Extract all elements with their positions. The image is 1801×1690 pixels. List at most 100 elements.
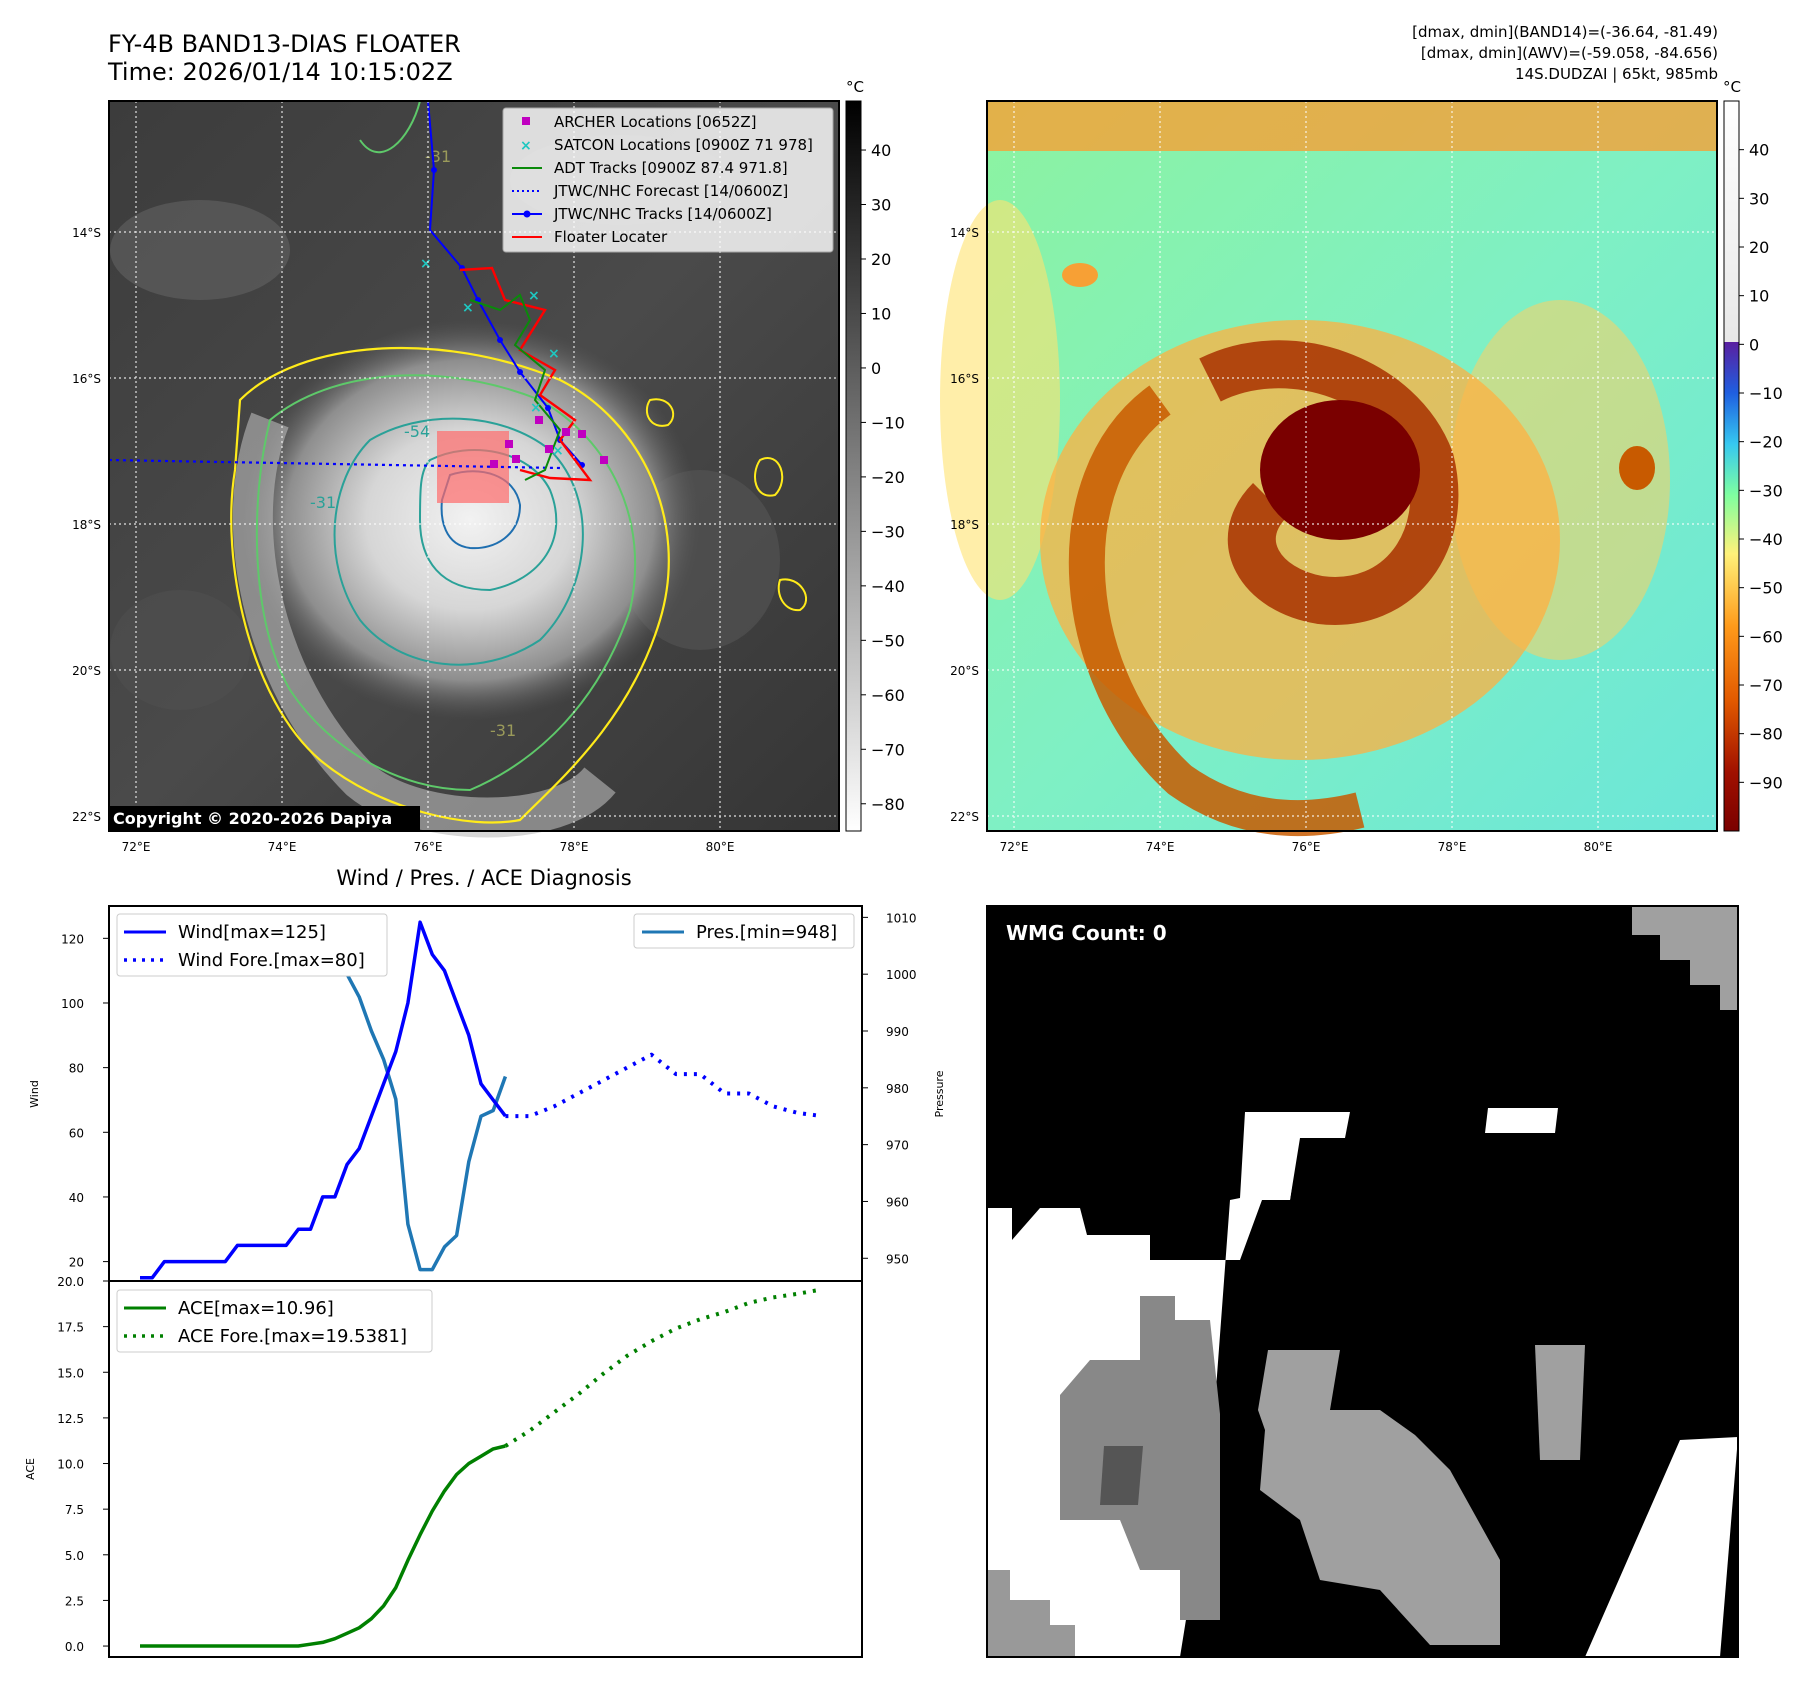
wind-axis: 20 40 60 80 100 120 <box>61 932 109 1270</box>
awv-gridlines <box>987 101 1717 831</box>
awv-lon-label: 76°E <box>1292 840 1321 854</box>
info-band14: [dmax, dmin](BAND14)=(-36.64, -81.49) <box>1412 23 1718 41</box>
ace-axis: 0.0 2.5 5.0 7.5 10.0 12.5 15.0 17.5 20.0 <box>57 1275 109 1654</box>
pressure-tick-label: 960 <box>886 1195 909 1209</box>
wmg-region-white-right <box>1585 1437 1738 1657</box>
floater-path <box>459 266 593 482</box>
colorbar-awv-unit: °C <box>1723 78 1741 96</box>
awv-lat-label: 22°S <box>950 810 979 824</box>
copyright: Copyright © 2020-2026 Dapiya <box>113 809 392 828</box>
awv-cell-a <box>1062 263 1098 287</box>
awv-small-cell <box>1619 446 1655 490</box>
map-axis-labels: 14°S 16°S 18°S 20°S 22°S 72°E 74°E 76°E … <box>72 226 1612 854</box>
awv-core <box>1260 400 1420 540</box>
wmg-region-gray-bottom <box>987 1570 1075 1657</box>
legend-archer: ARCHER Locations [0652Z] <box>554 113 757 131</box>
ace-series <box>140 1287 823 1648</box>
ace-tick-label: 5.0 <box>65 1549 84 1563</box>
wind-tick-label: 60 <box>69 1126 84 1140</box>
colorbar-awv-tick-label: −50 <box>1749 579 1783 598</box>
awv-lat-label: 14°S <box>950 226 979 240</box>
wind-line <box>140 920 507 1280</box>
colorbar-ir-tick-label: −70 <box>871 740 905 759</box>
colorbar-ir-scale <box>845 100 862 832</box>
pressure-legend: Pres.[min=948] <box>633 913 855 949</box>
diagnosis-title: Wind / Pres. / ACE Diagnosis <box>336 866 631 890</box>
ir-storm-cloud <box>240 320 700 720</box>
ace-tick-label: 10.0 <box>57 1458 84 1472</box>
colorbar-ir-unit: °C <box>846 78 864 96</box>
svg-text:×: × <box>420 256 432 272</box>
ace-line <box>140 1444 506 1648</box>
info-awv: [dmax, dmin](AWV)=(-59.058, -84.656) <box>1421 44 1718 62</box>
awv-lon-label: 72°E <box>1000 840 1029 854</box>
colorbar-awv-tick-label: −10 <box>1749 384 1783 403</box>
forecast-track <box>108 458 561 470</box>
ace-tick-label: 12.5 <box>57 1412 84 1426</box>
awv-lon-label: 78°E <box>1438 840 1467 854</box>
contour-label-54: -54 <box>404 422 430 441</box>
copyright-box <box>109 806 420 830</box>
satcon-markers: × × × × × × <box>420 256 564 459</box>
ace-tick-label: 0.0 <box>65 1640 84 1654</box>
contour-label-31-bottom: -31 <box>490 721 516 740</box>
colorbar-ir-tick-label: 20 <box>871 250 891 269</box>
ir-lon-label: 78°E <box>560 840 589 854</box>
pressure-tick-label: 970 <box>886 1139 909 1153</box>
legend-ace-fore: ACE Fore.[max=19.5381] <box>178 1326 407 1347</box>
colorbar-awv-tick-label: −90 <box>1749 773 1783 792</box>
ir-lat-label: 20°S <box>72 664 101 678</box>
ir-lat-label: 16°S <box>72 372 101 386</box>
awv-lat-label: 16°S <box>950 372 979 386</box>
colorbar-ir-tick-label: −10 <box>871 413 905 432</box>
legend-ace: ACE[max=10.96] <box>178 1298 334 1319</box>
svg-text:×: × <box>462 300 474 316</box>
colorbar-awv-tick-label: −60 <box>1749 627 1783 646</box>
colorbar-ir: °C 40 30 20 10 0 −10 −20 −30 −40 −50 −60 −70 −80 <box>845 78 905 832</box>
ir-lat-label: 22°S <box>72 810 101 824</box>
track-legend: ARCHER Locations [0652Z] × SATCON Locati… <box>502 107 834 253</box>
colorbar-awv-tick-label: 0 <box>1749 335 1759 354</box>
wmg-region-white-top <box>1245 1112 1350 1200</box>
legend-wind: Wind[max=125] <box>178 922 326 943</box>
colorbar-awv-tick-label: −40 <box>1749 530 1783 549</box>
awv-left-band <box>940 200 1060 600</box>
legend-pressure: Pres.[min=948] <box>696 922 837 943</box>
ace-tick-label: 20.0 <box>57 1275 84 1289</box>
wmg-region-dark <box>1100 1446 1143 1505</box>
contour-label-31-left: -31 <box>310 493 336 512</box>
pressure-axis: 950 960 970 980 990 1000 1010 <box>862 911 917 1266</box>
wmg-count: WMG Count: 0 <box>1006 921 1167 945</box>
colorbar-awv-tick-label: −30 <box>1749 481 1783 500</box>
colorbar-awv-tick-label: 40 <box>1749 141 1769 160</box>
colorbar-awv-tick-label: −20 <box>1749 433 1783 452</box>
colorbar-ir-tick-label: 40 <box>871 141 891 160</box>
ace-tick-label: 17.5 <box>57 1321 84 1335</box>
ace-legend: ACE[max=10.96] ACE Fore.[max=19.5381] <box>116 1289 433 1353</box>
awv-lon-label: 74°E <box>1146 840 1175 854</box>
ace-tick-label: 7.5 <box>65 1503 84 1517</box>
legend-tracks: JTWC/NHC Tracks [14/0600Z] <box>553 205 772 223</box>
svg-text:×: × <box>530 400 542 416</box>
wmg-region-gray-corner <box>1632 906 1738 1010</box>
colorbar-ir-tick-label: −80 <box>871 795 905 814</box>
ir-frame <box>108 100 840 832</box>
colorbar-ir-tick-label: −30 <box>871 522 905 541</box>
wmg-frame <box>986 905 1739 1658</box>
colorbar-ir-tick-label: −50 <box>871 631 905 650</box>
awv-top-band <box>987 101 1717 151</box>
colorbar-ir-tick-label: −60 <box>871 686 905 705</box>
colorbar-awv-tick-label: 20 <box>1749 238 1769 257</box>
wind-axis-label: Wind <box>28 1080 41 1108</box>
wind-pressure-chart: 20 40 60 80 100 120 950 960 970 980 990 1000 1010 W… <box>28 905 946 1282</box>
colorbar-ir-tick-label: −20 <box>871 468 905 487</box>
ace-axis-label: ACE <box>24 1458 37 1480</box>
colorbar-ir-tick-label: 30 <box>871 196 891 215</box>
svg-text:×: × <box>528 288 540 304</box>
colorbar-awv-tick-label: 30 <box>1749 189 1769 208</box>
ir-lon-label: 80°E <box>706 840 735 854</box>
ace-chart: 0.0 2.5 5.0 7.5 10.0 12.5 15.0 17.5 20.0 ACE ACE… <box>24 1275 863 1658</box>
colorbar-ir-tick-label: −40 <box>871 577 905 596</box>
awv-frame <box>986 100 1718 832</box>
